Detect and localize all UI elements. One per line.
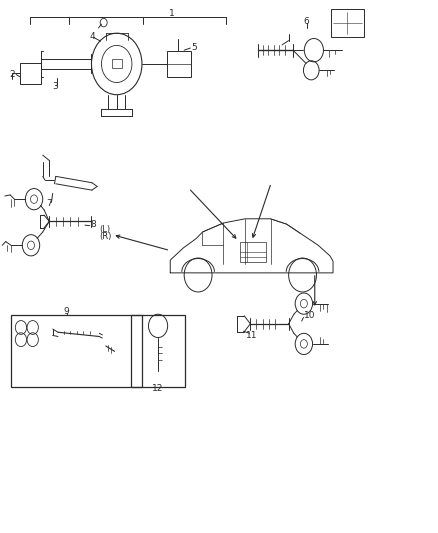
Text: 11: 11 bbox=[246, 331, 258, 340]
Bar bbox=[11, 316, 141, 387]
Text: 10: 10 bbox=[304, 311, 315, 320]
Bar bbox=[20, 63, 41, 84]
Text: (L): (L) bbox=[99, 225, 110, 235]
Text: 5: 5 bbox=[191, 43, 198, 52]
Text: 2: 2 bbox=[9, 70, 15, 79]
Text: 9: 9 bbox=[63, 307, 69, 316]
Text: 4: 4 bbox=[90, 33, 95, 42]
Bar bbox=[240, 242, 266, 262]
Bar bbox=[112, 59, 122, 68]
Text: 7: 7 bbox=[46, 199, 52, 208]
Text: 8: 8 bbox=[91, 220, 96, 229]
Bar bbox=[331, 10, 364, 37]
Text: 1: 1 bbox=[169, 9, 175, 18]
Text: 12: 12 bbox=[152, 384, 163, 393]
Text: (R): (R) bbox=[99, 232, 112, 241]
Bar bbox=[167, 51, 191, 77]
Text: 3: 3 bbox=[52, 82, 58, 91]
Text: 6: 6 bbox=[304, 17, 310, 26]
Bar bbox=[131, 316, 185, 387]
